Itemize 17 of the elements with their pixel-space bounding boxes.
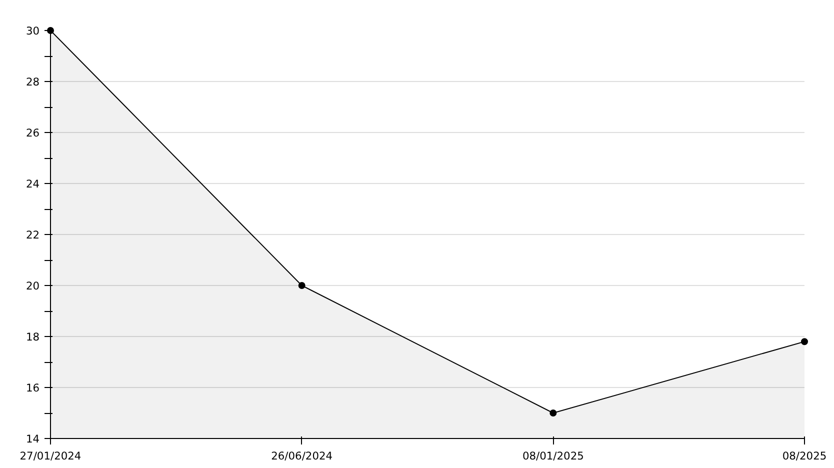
point [550, 410, 557, 416]
y-tick-label: 22 [26, 228, 40, 242]
y-tick-label: 24 [26, 178, 40, 190]
y-tick-label: 16 [26, 382, 40, 394]
x-tick-label: 08/01/2025 [522, 450, 584, 462]
point [801, 338, 808, 346]
y-tick-label: 26 [26, 126, 40, 140]
point [298, 282, 306, 289]
y-tick-label: 14 [26, 432, 40, 446]
y-tick-label: 28 [26, 76, 40, 88]
y-tick-label: 18 [26, 330, 40, 344]
y-tick-label: 30 [26, 24, 40, 38]
x-tick-label: 27/01/2024 [20, 450, 82, 462]
x-tick-label: 08/2025 [782, 450, 827, 462]
x-tick-label: 26/06/2024 [271, 450, 333, 462]
point [47, 27, 54, 34]
y-tick-label: 20 [26, 280, 40, 292]
